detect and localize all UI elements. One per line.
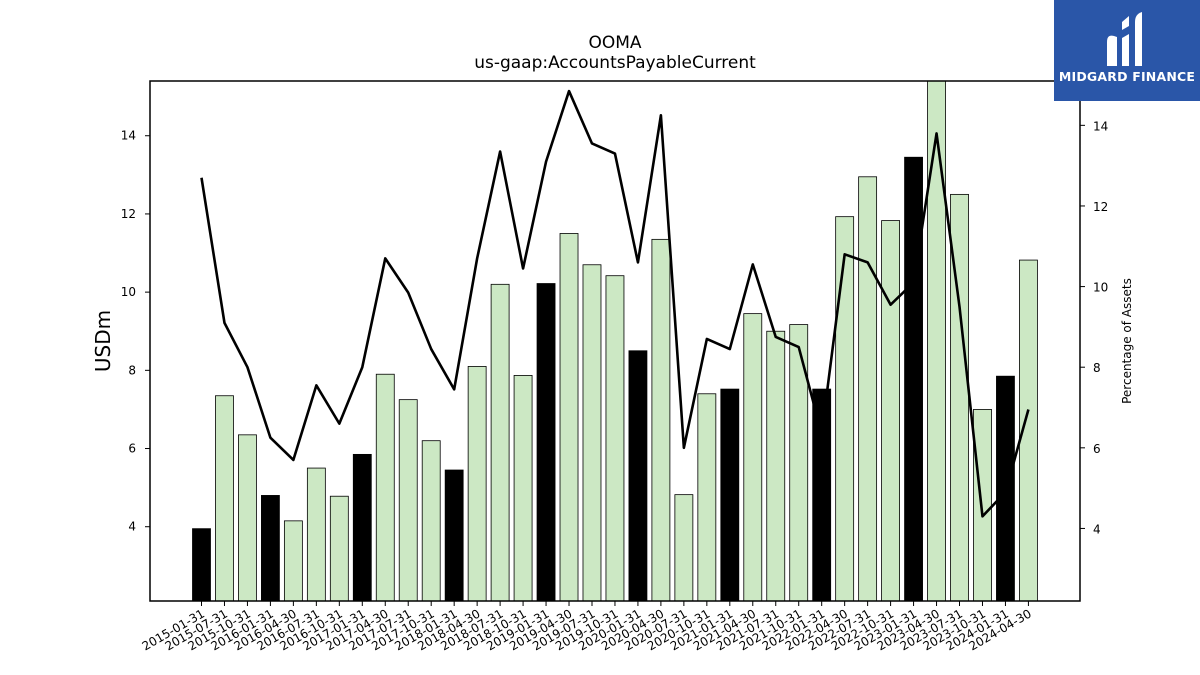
bar-2016-10-31 [329, 495, 349, 602]
bar-2018-07-31 [490, 283, 510, 602]
y-axis-label: USDm [91, 310, 115, 372]
right-y-tick-label: 14 [1093, 119, 1108, 133]
midgard-logo-icon [1107, 12, 1142, 66]
percentage-line-series [200, 89, 1030, 518]
bar-2021-01-31 [720, 388, 740, 602]
bar-2015-01-31 [192, 528, 211, 602]
bar-2018-01-31 [444, 469, 464, 602]
bar-2023-01-31 [904, 156, 923, 602]
midgard-finance-logo: MIDGARD FINANCE [1054, 0, 1200, 101]
x-axis: 2015-01-312015-07-312015-10-312016-01-31… [140, 601, 1034, 653]
bar-2019-07-31 [582, 264, 602, 602]
left-y-tick-label: 14 [121, 129, 136, 143]
bar-2020-07-31 [674, 494, 694, 602]
bar-2022-01-31 [812, 388, 832, 602]
bar-2020-01-31 [628, 350, 648, 602]
bar-2023-04-30 [927, 80, 946, 602]
bar-2022-04-30 [835, 216, 855, 602]
bar-2015-10-31 [238, 434, 257, 602]
bar-2018-10-31 [513, 375, 533, 602]
bar-2021-04-30 [743, 313, 763, 602]
right-y-tick-label: 6 [1093, 442, 1101, 456]
percentage-line [200, 89, 1030, 518]
left-y-tick-label: 6 [128, 442, 136, 456]
left-y-tick-label: 10 [121, 285, 136, 299]
chart-title: OOMA [588, 33, 641, 53]
right-y-axis: 4 6 8 10 12 14 [1080, 119, 1108, 536]
bar-2020-04-30 [651, 238, 671, 602]
bar-2017-10-31 [421, 440, 441, 602]
bar-2019-01-31 [536, 283, 556, 602]
bar-2022-07-31 [858, 176, 878, 602]
bar-2020-10-31 [697, 393, 717, 602]
right-y-tick-label: 4 [1093, 522, 1101, 536]
left-y-tick-label: 12 [121, 207, 136, 221]
right-y-tick-label: 12 [1093, 200, 1108, 214]
bar-2016-07-31 [306, 467, 326, 602]
bar-2019-10-31 [605, 275, 625, 602]
bar-2022-10-31 [881, 220, 900, 602]
bar-series [192, 80, 1038, 602]
bar-2016-01-31 [261, 495, 280, 602]
bar-2017-01-31 [352, 453, 372, 602]
left-y-tick-label: 4 [128, 520, 136, 534]
bar-2016-04-30 [283, 520, 303, 602]
bar-2021-07-31 [766, 330, 786, 602]
bar-2017-07-31 [398, 399, 418, 602]
right-y-tick-label: 10 [1093, 281, 1108, 295]
bar-2018-04-30 [467, 366, 487, 602]
chart-subtitle: us-gaap:AccountsPayableCurrent [474, 53, 756, 73]
left-y-tick-label: 8 [128, 363, 136, 377]
logo-text: MIDGARD FINANCE [1058, 69, 1196, 84]
y2-axis-label: Percentage of Assets [1120, 278, 1134, 404]
bar-2015-07-31 [215, 395, 234, 602]
left-y-axis: 4 6 8 10 12 14 [121, 129, 150, 534]
bar-2019-04-30 [559, 233, 579, 602]
bar-2017-04-30 [375, 373, 395, 602]
right-y-tick-label: 8 [1093, 361, 1101, 375]
